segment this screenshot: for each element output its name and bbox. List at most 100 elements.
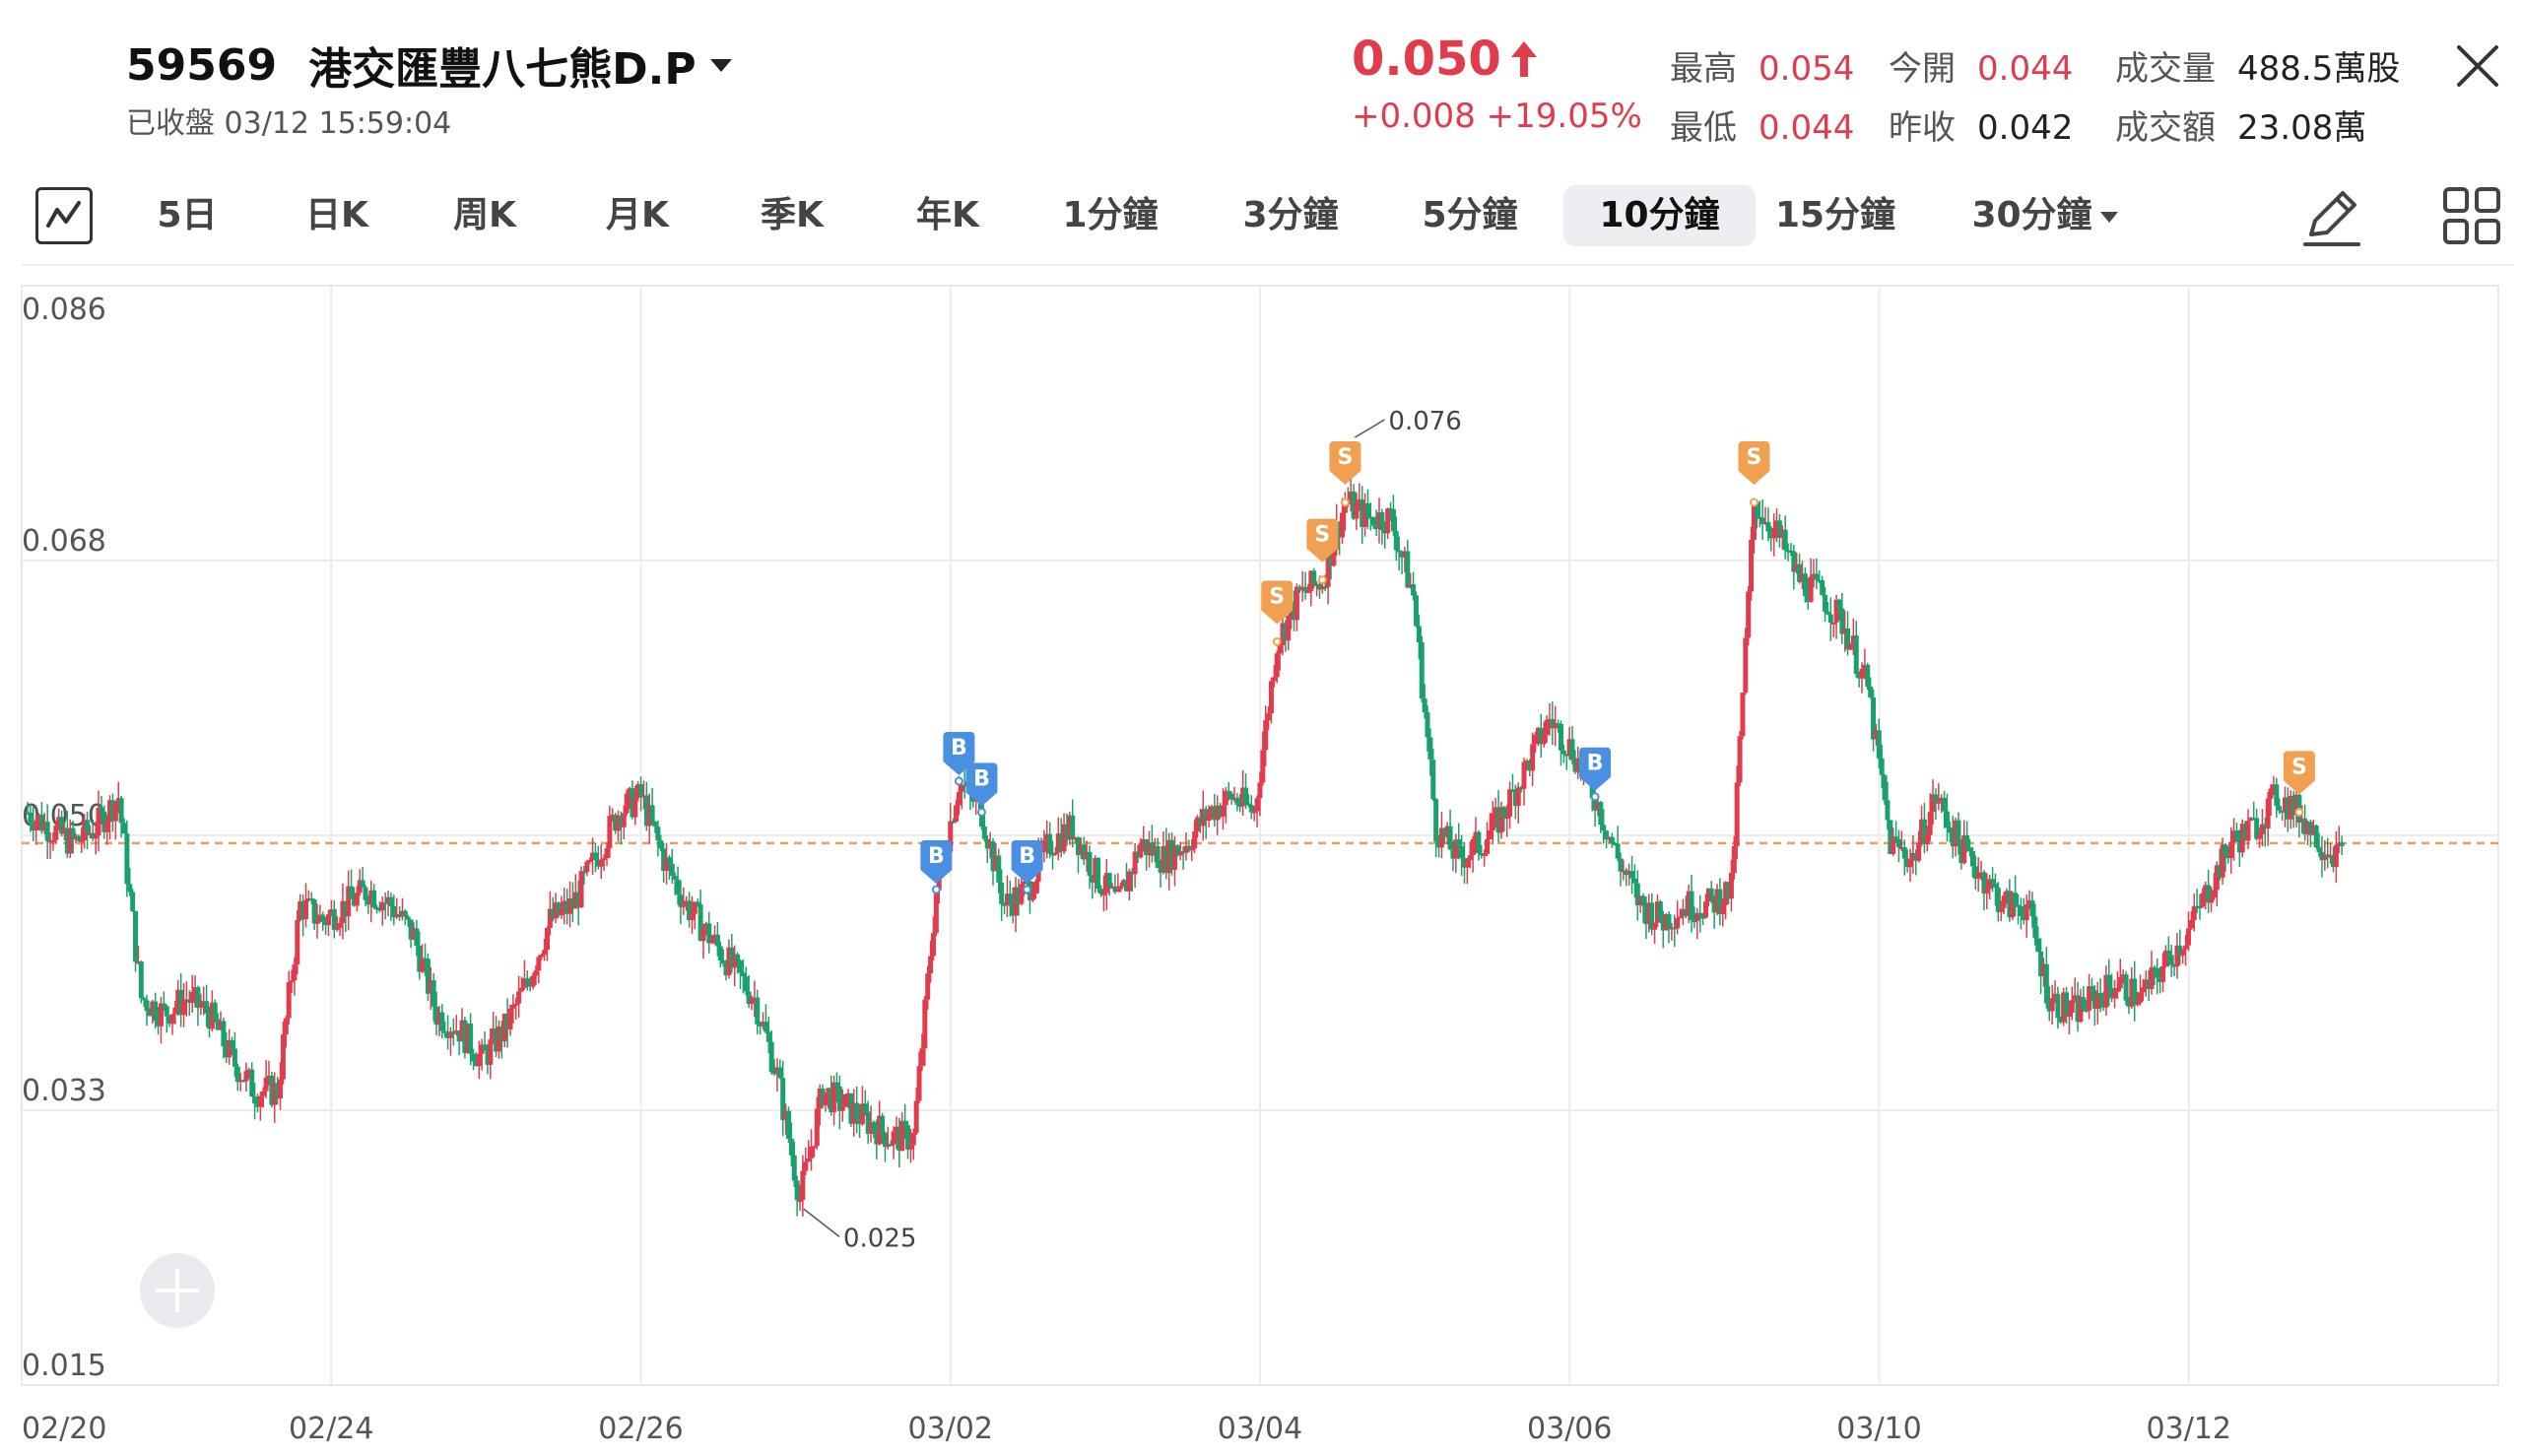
candle-body [999, 882, 1005, 904]
candle-body [1292, 602, 1297, 621]
candle-body [28, 812, 33, 824]
candle-body [1856, 674, 1862, 679]
candle-body [2231, 830, 2237, 843]
candle-body [1521, 761, 1527, 789]
candle-body [343, 900, 349, 917]
grid-layout-icon[interactable] [2441, 185, 2502, 246]
candle-body [1479, 853, 1485, 856]
candle-body [2180, 949, 2186, 957]
line-chart-icon[interactable] [35, 187, 93, 244]
candle-body [1052, 852, 1058, 855]
candle-body [1924, 834, 1930, 844]
candle-body [181, 1000, 187, 1016]
candle-body [1524, 761, 1530, 763]
candle-body [121, 823, 127, 834]
price-chart[interactable]: 0.086 0.068 0.050 0.033 0.015 02/20 02/24 02/26… [0, 266, 2522, 1452]
candle-body [25, 812, 31, 815]
candle-body [1776, 520, 1782, 538]
tab-8[interactable]: 5分鐘 [1401, 185, 1539, 246]
candle-body [456, 1030, 462, 1042]
candle-body [1402, 551, 1408, 558]
candle-body [428, 980, 433, 994]
candle-body [471, 1053, 477, 1062]
candle-body [1485, 839, 1491, 854]
candle-body [800, 1170, 806, 1201]
candle-body [1575, 758, 1581, 772]
candle-body [2024, 904, 2029, 921]
candle-body [1010, 901, 1016, 916]
tab-1[interactable]: 日K [288, 185, 386, 246]
candle-body [1901, 847, 1907, 859]
marker-label: B [928, 844, 945, 869]
sell-marker [1261, 580, 1294, 625]
candle-body [1768, 531, 1774, 539]
candle-body [646, 805, 652, 827]
marker-anchor [1272, 637, 1282, 647]
candle-body [601, 858, 607, 861]
title-row[interactable]: 59569 港交匯豐八七熊D.P [126, 33, 732, 97]
pencil-icon[interactable] [2297, 183, 2366, 252]
candle-body [1444, 826, 1450, 837]
candle-body [2091, 990, 2097, 1009]
tab-11[interactable]: 30分鐘 [1958, 185, 2131, 246]
candle-body [996, 855, 1002, 883]
candle-body [379, 901, 385, 911]
candle-body [2069, 1000, 2075, 1013]
candle-body [1248, 805, 1254, 813]
stat-value: 488.5萬股 [2237, 49, 2401, 89]
candle-body [527, 983, 533, 987]
candle-body [919, 1048, 925, 1067]
candle-body [212, 1002, 218, 1020]
candle-body [697, 904, 703, 942]
tab-label: 周K [453, 195, 516, 235]
plus-icon [156, 1269, 199, 1312]
candle-body [115, 798, 121, 803]
candle-body [1604, 830, 1610, 840]
candle-body [178, 989, 184, 1016]
tab-10[interactable]: 15分鐘 [1761, 185, 1909, 246]
candle-body [1666, 914, 1672, 930]
sell-marker [1329, 441, 1361, 486]
candle-body [2268, 788, 2274, 799]
candle-body [809, 1146, 815, 1158]
candle-body [175, 989, 181, 1008]
candle-body [36, 814, 42, 822]
candle-body [1464, 859, 1470, 868]
close-icon[interactable] [2453, 41, 2502, 91]
candle-body [1436, 841, 1442, 848]
tab-2[interactable]: 周K [435, 185, 534, 246]
candle-body [1544, 719, 1550, 735]
candle-body [498, 1026, 504, 1042]
candle-body [638, 784, 644, 797]
tab-3[interactable]: 月K [588, 185, 687, 246]
candle-body [1797, 563, 1803, 582]
chevron-down-icon[interactable] [709, 58, 732, 72]
candle-body [905, 1125, 911, 1150]
tab-7[interactable]: 3分鐘 [1222, 185, 1360, 246]
candle-body [1348, 491, 1354, 504]
tab-5[interactable]: 年K [898, 185, 997, 246]
candle-body [720, 960, 726, 964]
candle-body [533, 970, 539, 976]
candle-body [1266, 713, 1272, 721]
candle-body [1865, 664, 1871, 687]
candle-body [584, 861, 590, 873]
candle-body [1411, 584, 1417, 596]
candle-body [1212, 806, 1218, 821]
candle-body [2307, 822, 2313, 835]
tab-0[interactable]: 5日 [138, 185, 236, 246]
tab-6[interactable]: 1分鐘 [1046, 185, 1174, 246]
tab-9[interactable]: 10分鐘 [1563, 185, 1756, 246]
candle-body [882, 1132, 888, 1148]
candle-body [234, 1066, 240, 1083]
candle-body [643, 795, 649, 827]
candle-body [1376, 512, 1382, 529]
candle-body [2277, 806, 2283, 811]
candle-body [2209, 897, 2215, 903]
add-button[interactable] [140, 1253, 215, 1328]
tab-4[interactable]: 季K [743, 185, 841, 246]
candle-body [640, 795, 646, 798]
candle-body [1646, 902, 1652, 925]
candle-body [1294, 586, 1299, 621]
